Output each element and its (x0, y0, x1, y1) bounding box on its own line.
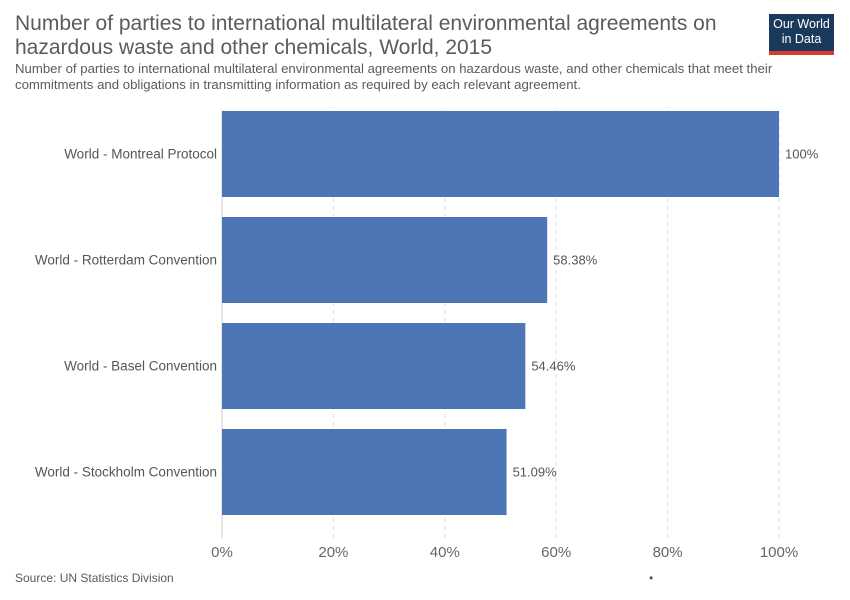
chart-subtitle: Number of parties to international multi… (15, 61, 773, 92)
value-label: 58.38% (553, 253, 598, 268)
value-labels: 100% 58.38% 54.46% 51.09% (513, 147, 819, 480)
logo-line-2: in Data (781, 32, 822, 46)
bar (222, 111, 779, 197)
chart-title: Number of parties to international multi… (15, 12, 717, 59)
source-note: Source: UN Statistics Division (15, 571, 174, 585)
category-label: World - Basel Convention (64, 359, 217, 374)
value-label: 100% (785, 147, 819, 162)
bar (222, 217, 548, 303)
x-tick-label: 60% (541, 544, 571, 561)
tick-labels: 0% 20% 40% 60% 80% 100% (211, 544, 798, 561)
logo-line-1: Our World (773, 17, 830, 31)
value-label: 51.09% (513, 465, 558, 480)
x-tick-label: 80% (653, 544, 683, 561)
owid-logo[interactable]: Our World in Data (769, 14, 834, 55)
x-tick-label: 20% (318, 544, 348, 561)
category-label: World - Rotterdam Convention (35, 253, 217, 268)
x-tick-label: 100% (760, 544, 798, 561)
category-label: World - Montreal Protocol (64, 147, 217, 162)
value-label: 54.46% (531, 359, 576, 374)
bar (222, 323, 526, 409)
category-labels: World - Montreal Protocol World - Rotterd… (35, 147, 217, 480)
bars (222, 111, 779, 515)
x-tick-label: 0% (211, 544, 233, 561)
footer-dot: • (649, 571, 654, 585)
bar (222, 429, 507, 515)
x-tick-label: 40% (430, 544, 460, 561)
category-label: World - Stockholm Convention (35, 465, 217, 480)
